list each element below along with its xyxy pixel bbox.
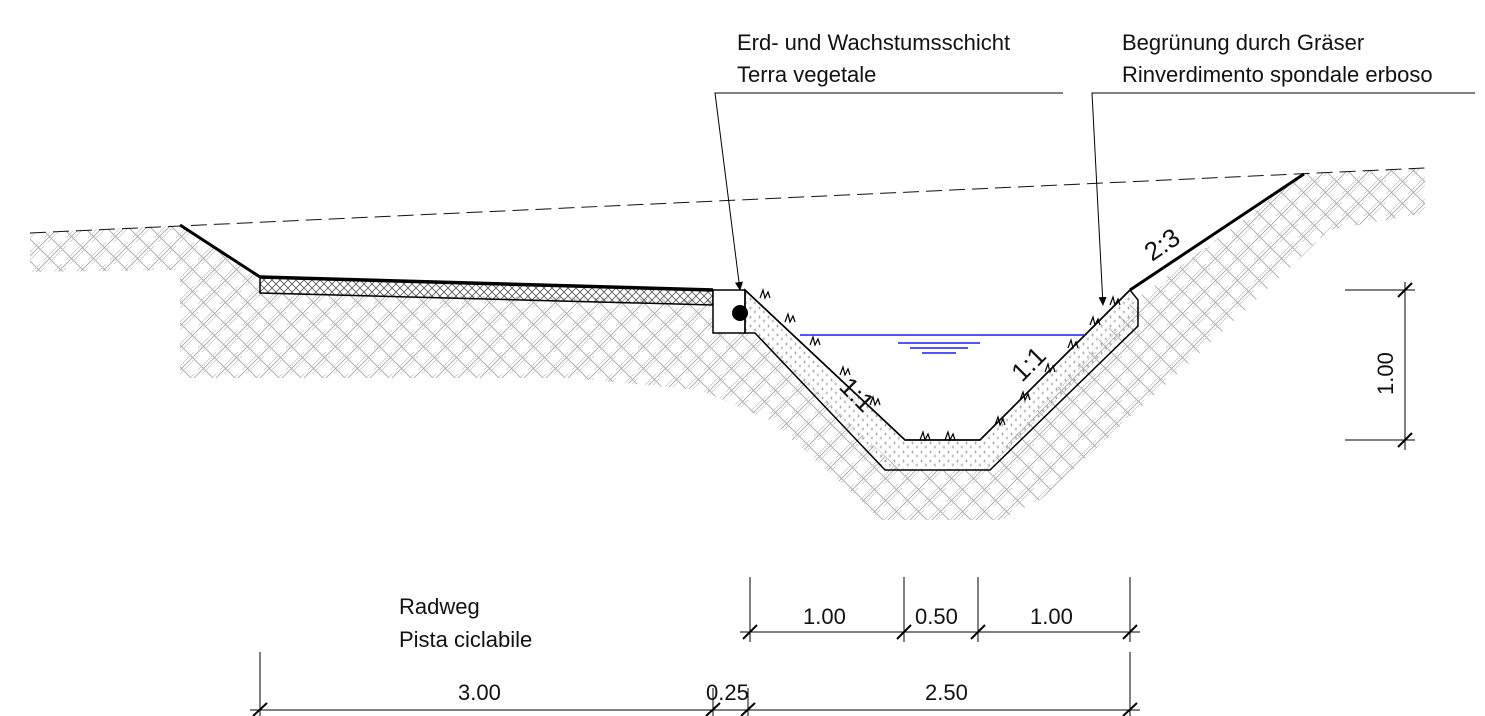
cycle-path-layer (179, 223, 746, 334)
grass-tufts (759, 287, 1121, 442)
slope-label-outer: 2:3 (1139, 222, 1186, 267)
leader-topsoil (714, 92, 1063, 291)
left-embankment (179, 223, 261, 279)
bottom-dimension-chain (250, 652, 1140, 716)
dim-top-3: 1.00 (1030, 604, 1073, 629)
drain-pipe (732, 305, 748, 321)
topsoil-label-it: Terra vegetale (737, 62, 876, 87)
ditch-profile (744, 289, 1131, 441)
earth-left (30, 168, 1425, 520)
cycle-path-label-it: Pista ciclabile (399, 627, 532, 652)
dim-bottom-3: 2.50 (925, 680, 968, 705)
leader-lines (714, 92, 1475, 306)
water-level (800, 334, 1085, 354)
cycle-path-label-de: Radweg (399, 594, 480, 619)
terrain (30, 168, 1425, 520)
grass-label-it: Rinverdimento spondale erboso (1122, 62, 1433, 87)
original-ground-line (29, 167, 1426, 234)
dim-top-1: 1.00 (803, 604, 846, 629)
top-dimension-chain (740, 577, 1140, 642)
right-embankment (1129, 172, 1305, 292)
depth-value: 1.00 (1373, 352, 1398, 395)
depth-dimension (1345, 282, 1415, 450)
dim-bottom-2: 0.25 (706, 680, 749, 705)
dim-bottom-1: 3.00 (458, 680, 501, 705)
topsoil-label-de: Erd- und Wachstumsschicht (737, 30, 1010, 55)
grass-label-de: Begrünung durch Gräser (1122, 30, 1364, 55)
cycle-path-top (259, 275, 714, 292)
leader-grass (1091, 92, 1475, 306)
dim-top-2: 0.50 (915, 604, 958, 629)
